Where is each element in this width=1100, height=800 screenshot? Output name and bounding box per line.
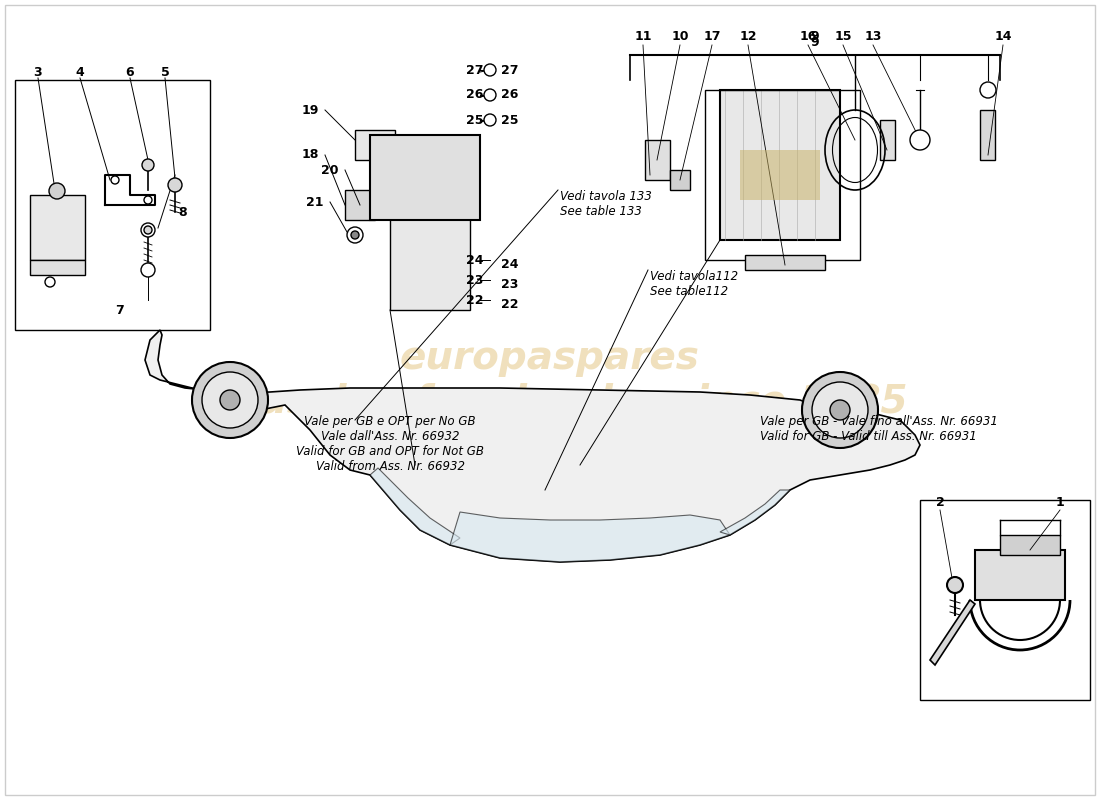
Circle shape	[142, 159, 154, 171]
Text: 10: 10	[671, 30, 689, 43]
Bar	[705, 90, 860, 260]
Text: 4: 4	[76, 66, 85, 78]
Bar	[740, 150, 820, 200]
Text: Vedi tavola 133
See table 133: Vedi tavola 133 See table 133	[560, 190, 652, 218]
Text: 11: 11	[635, 30, 651, 43]
Text: 18: 18	[301, 149, 319, 162]
PathPatch shape	[145, 330, 920, 562]
Text: Vale per GB - Vale fino all'Ass. Nr. 66931
Valid for GB - Valid till Ass. Nr. 66: Vale per GB - Vale fino all'Ass. Nr. 669…	[760, 415, 998, 443]
FancyBboxPatch shape	[30, 195, 85, 260]
Circle shape	[980, 82, 996, 98]
Circle shape	[484, 89, 496, 101]
Text: 15: 15	[834, 30, 851, 43]
Bar	[345, 190, 375, 220]
Bar	[745, 255, 825, 270]
Circle shape	[111, 176, 119, 184]
Circle shape	[168, 178, 182, 192]
Text: 8: 8	[178, 206, 187, 218]
Bar	[975, 550, 1065, 600]
Circle shape	[141, 263, 155, 277]
Text: 23: 23	[502, 278, 519, 291]
Circle shape	[141, 223, 155, 237]
Text: 12: 12	[739, 30, 757, 43]
Circle shape	[50, 183, 65, 199]
Circle shape	[484, 64, 496, 76]
Circle shape	[802, 372, 878, 448]
Text: Vedi tavola112
See table112: Vedi tavola112 See table112	[650, 270, 738, 298]
Circle shape	[812, 382, 868, 438]
Text: 1: 1	[1056, 495, 1065, 509]
Circle shape	[910, 130, 930, 150]
Text: 23: 23	[466, 274, 484, 286]
Text: 7: 7	[116, 303, 124, 317]
PathPatch shape	[370, 468, 460, 545]
Bar	[355, 130, 395, 160]
Circle shape	[346, 227, 363, 243]
PathPatch shape	[930, 600, 975, 665]
Circle shape	[45, 277, 55, 287]
Text: 25: 25	[466, 114, 484, 126]
Bar	[980, 110, 996, 160]
Text: 3: 3	[34, 66, 42, 78]
Bar	[370, 135, 480, 220]
Text: 22: 22	[466, 294, 484, 306]
Text: 27: 27	[502, 63, 519, 77]
Bar	[15, 80, 210, 330]
Text: 27: 27	[466, 63, 484, 77]
Text: 17: 17	[703, 30, 720, 43]
Text: 22: 22	[502, 298, 519, 311]
Circle shape	[144, 226, 152, 234]
Text: 21: 21	[306, 195, 323, 209]
Bar	[645, 140, 670, 180]
Circle shape	[351, 231, 359, 239]
Bar	[390, 160, 470, 310]
FancyBboxPatch shape	[30, 260, 85, 275]
Text: 25: 25	[502, 114, 519, 126]
Text: 9: 9	[811, 30, 819, 43]
PathPatch shape	[720, 490, 790, 535]
Text: 24: 24	[466, 254, 484, 266]
Circle shape	[947, 577, 962, 593]
Text: Vale per GB e OPT per No GB
Vale dall'Ass. Nr. 66932
Valid for GB and OPT for No: Vale per GB e OPT per No GB Vale dall'As…	[296, 415, 484, 473]
Bar	[720, 90, 840, 240]
Circle shape	[220, 390, 240, 410]
Bar	[920, 500, 1090, 700]
Text: 14: 14	[994, 30, 1012, 43]
Bar	[880, 120, 895, 160]
Text: 6: 6	[125, 66, 134, 78]
Text: 5: 5	[161, 66, 169, 78]
Circle shape	[202, 372, 258, 428]
Circle shape	[484, 114, 496, 126]
Text: europaspares
a passion for classics since 1985: europaspares a passion for classics sinc…	[192, 339, 907, 421]
Circle shape	[192, 362, 268, 438]
Text: 24: 24	[502, 258, 519, 271]
Text: 26: 26	[466, 89, 484, 102]
Circle shape	[144, 196, 152, 204]
Bar	[1000, 535, 1060, 555]
Circle shape	[830, 400, 850, 420]
Text: 13: 13	[865, 30, 882, 43]
Text: 20: 20	[321, 163, 339, 177]
Text: 16: 16	[800, 30, 816, 43]
Bar	[670, 170, 690, 190]
Text: 2: 2	[936, 495, 945, 509]
Text: 19: 19	[301, 103, 319, 117]
Text: 9: 9	[811, 35, 819, 49]
Text: 26: 26	[502, 89, 519, 102]
PathPatch shape	[450, 512, 730, 562]
